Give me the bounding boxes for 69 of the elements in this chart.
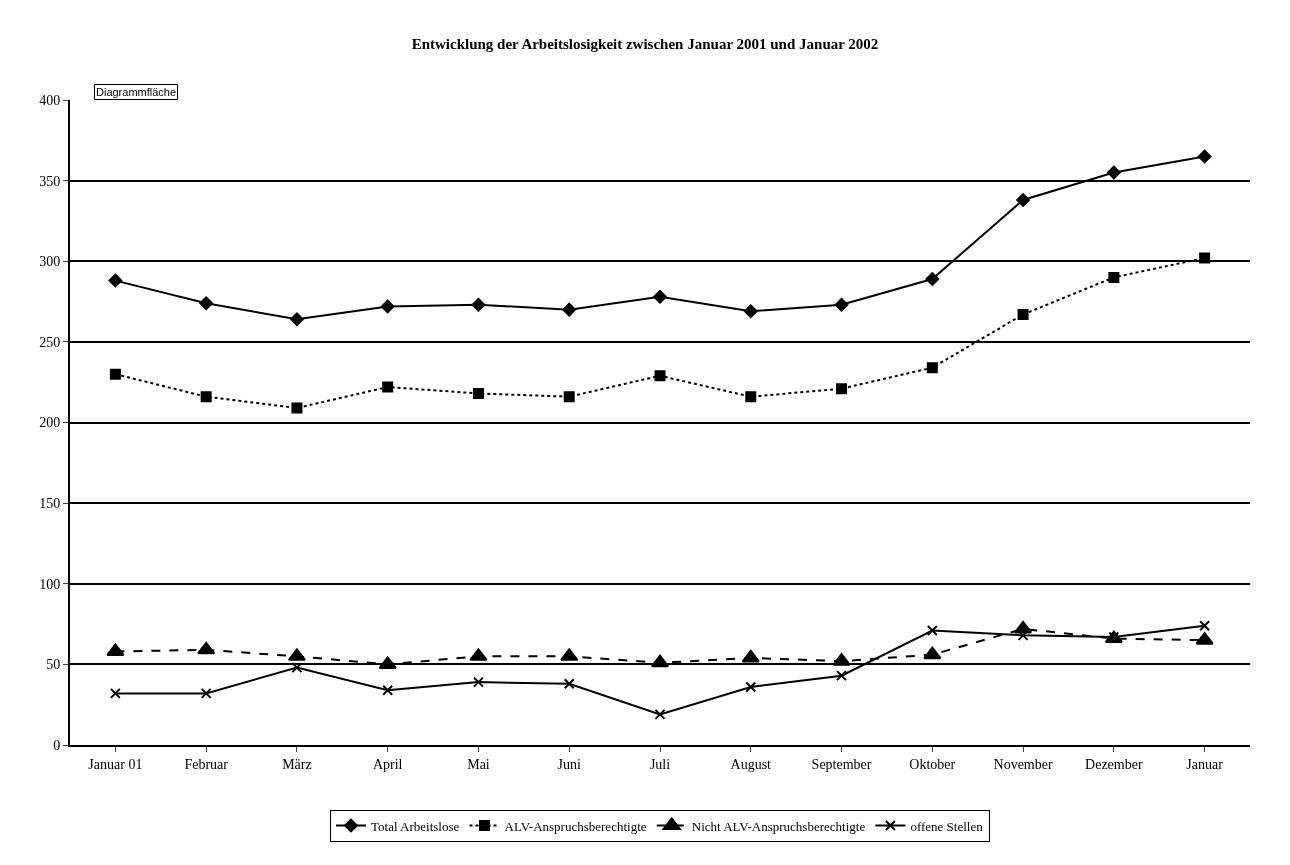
x-tick-label: Oktober	[909, 756, 956, 772]
point	[1107, 165, 1121, 180]
point	[108, 273, 123, 288]
point	[563, 678, 575, 690]
x-tick-label: Juni	[557, 756, 582, 772]
point	[291, 402, 303, 414]
point	[562, 302, 577, 317]
point	[109, 687, 121, 699]
x-tick-label: März	[282, 756, 312, 772]
x-tick-label: Februar	[184, 756, 229, 772]
legend-label: Total Arbeitslose	[371, 818, 460, 834]
y-tick-label: 150	[39, 496, 61, 512]
point	[926, 625, 938, 637]
x-tick-label: August	[730, 756, 772, 772]
point	[382, 381, 394, 393]
point	[1017, 308, 1029, 320]
legend-label: offene Stellen	[910, 818, 984, 834]
point	[650, 654, 670, 668]
point	[200, 687, 212, 699]
y-tick-label: 200	[39, 415, 61, 431]
legend-label: Nicht ALV-Anspruchsberechtigte	[691, 818, 866, 834]
x-tick-label: September	[811, 756, 872, 772]
y-tick-label: 100	[39, 576, 61, 592]
y-tick-label: 0	[53, 737, 61, 753]
x-tick-label: Mai	[467, 756, 490, 772]
y-tick-label: 250	[39, 334, 61, 350]
point	[836, 670, 848, 682]
point	[1108, 271, 1120, 283]
y-tick-label: 350	[39, 173, 61, 189]
point	[197, 641, 216, 655]
point	[471, 297, 486, 312]
point	[472, 387, 484, 399]
x-tick-label: Dezember	[1085, 756, 1143, 772]
point	[926, 362, 938, 374]
point	[200, 391, 212, 403]
x-tick-label: Januar 01	[88, 756, 143, 772]
legend-label: ALV-Anspruchsberechtigte	[504, 818, 647, 834]
y-tick-label: 300	[39, 254, 61, 270]
point	[1199, 252, 1211, 264]
point	[1016, 193, 1030, 207]
point	[743, 304, 758, 319]
point	[653, 289, 667, 304]
point	[291, 662, 303, 674]
y-tick-label: 400	[39, 92, 61, 108]
point	[745, 391, 757, 403]
point	[109, 368, 121, 380]
point	[745, 681, 757, 693]
point	[1197, 149, 1212, 164]
point	[382, 684, 394, 696]
point	[199, 296, 213, 311]
point	[654, 370, 666, 382]
x-tick-label: April	[372, 756, 403, 772]
point	[563, 391, 575, 403]
point	[472, 676, 484, 688]
x-tick-label: Juli	[649, 756, 671, 772]
x-tick-label: Januar	[1186, 756, 1224, 772]
point	[741, 649, 760, 663]
point	[290, 312, 304, 327]
point	[923, 646, 942, 660]
point	[925, 272, 940, 286]
y-tick-label: 50	[46, 657, 61, 673]
text: Diagrammfläche	[96, 86, 177, 98]
point	[836, 383, 848, 395]
point	[654, 708, 666, 720]
point	[380, 299, 395, 314]
point	[834, 297, 849, 312]
x-tick-label: November	[993, 756, 1053, 772]
chart-title: Entwicklung der Arbeitslosigkeit zwischen Januar 2001 und Januar 2002	[411, 36, 879, 53]
point	[1199, 620, 1211, 632]
